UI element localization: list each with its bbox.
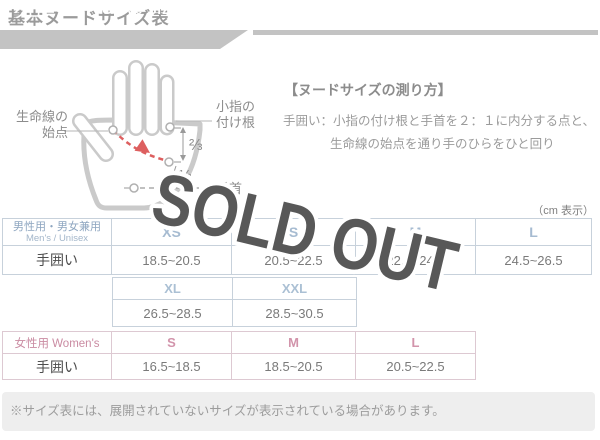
- mens-size-header-xs: XS: [112, 219, 231, 245]
- footnote-text: ※サイズ表には、展開されていないサイズが表示されている場合があります。: [10, 404, 445, 418]
- mens-size-table: 男性用・男女兼用 Men's / Unisex XS S M L 手囲い 18.…: [2, 218, 592, 275]
- womens-size-header-m: M: [232, 332, 355, 353]
- banner-category-label: グローブ: [14, 5, 70, 20]
- lifeline-label: 生命線の 始点: [15, 109, 68, 140]
- pinky-base-label: 小指の 付け根: [216, 99, 256, 130]
- mens-size-header-xxl: XXL: [233, 278, 356, 299]
- womens-group-header-cell: 女性用 Women's: [3, 332, 111, 353]
- womens-size-header-s: S: [112, 332, 231, 353]
- mens-value-xs: 18.5~20.5: [112, 246, 231, 274]
- wrist-label: 手首: [216, 181, 242, 196]
- mens-group-label-jp: 男性用・男女兼用: [13, 220, 101, 233]
- mens-size-header-m: M: [356, 219, 475, 245]
- mens-row-label: 手囲い: [3, 246, 111, 274]
- palm-measure-path: [112, 129, 170, 163]
- footnote-band: ※サイズ表には、展開されていないサイズが表示されている場合があります。: [2, 392, 595, 431]
- womens-size-header-l: L: [356, 332, 475, 353]
- mens-size-header-l: L: [476, 219, 591, 245]
- womens-row-label: 手囲い: [3, 354, 111, 379]
- mens-group-label-en: Men's / Unisex: [25, 232, 88, 244]
- banner-rule: [253, 30, 598, 35]
- mens-value-xxl: 28.5~30.5: [233, 300, 356, 326]
- mens-size-header-xl: XL: [113, 278, 232, 299]
- hand-icon: [72, 60, 203, 211]
- womens-value-s: 16.5~18.5: [112, 354, 231, 379]
- mens-value-xl: 26.5~28.5: [113, 300, 232, 326]
- howto-line1: 手囲い：小指の付け根と手首を２：１に内分する点と、: [283, 114, 596, 128]
- banner-title: Glove Sizing: [102, 2, 193, 17]
- womens-value-m: 18.5~20.5: [232, 354, 355, 379]
- page-title: 基本ヌードサイズ表: [8, 9, 170, 28]
- mens-value-l: 24.5~26.5: [476, 246, 591, 274]
- hand-diagram-icon: ⅔ ⅓ 手首: [64, 60, 242, 211]
- section-banner: [0, 30, 248, 49]
- mens-group-header-cell: 男性用・男女兼用 Men's / Unisex: [3, 219, 111, 245]
- red-arrowhead-icon: [134, 139, 150, 153]
- womens-value-l: 20.5~22.5: [356, 354, 475, 379]
- unit-note: （cm 表示）: [532, 205, 594, 217]
- mens-size-header-s: S: [232, 219, 355, 245]
- one-third-label: ⅓: [179, 167, 192, 184]
- mens-value-m: 22.5~24.5: [356, 246, 475, 274]
- two-thirds-label: ⅔: [189, 137, 203, 154]
- howto-line2: 生命線の始点を通り手のひらをひと回り: [330, 137, 555, 151]
- howto-heading: 【ヌードサイズの測り方】: [284, 82, 452, 98]
- womens-size-table: 女性用 Women's S M L 手囲い 16.5~18.5 18.5~20.…: [2, 331, 476, 380]
- mens-value-s: 20.5~22.5: [232, 246, 355, 274]
- measure-annotations: ⅔ ⅓ 手首: [64, 120, 242, 196]
- mens-extra-size-table: XL XXL 26.5~28.5 28.5~30.5: [112, 277, 357, 327]
